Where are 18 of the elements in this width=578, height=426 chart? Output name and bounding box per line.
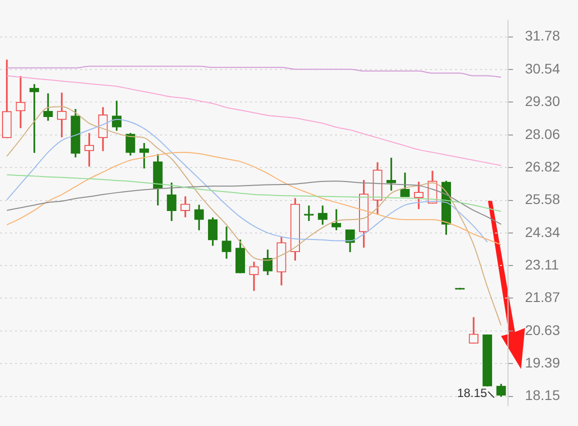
line-series bbox=[6, 66, 502, 78]
y-tick-label: 28.06 bbox=[524, 126, 560, 142]
y-tick-label: 29.30 bbox=[524, 93, 560, 110]
y-tick-label: 25.58 bbox=[524, 191, 560, 208]
y-tick-label: 31.78 bbox=[524, 28, 560, 44]
line-series bbox=[6, 152, 502, 246]
y-tick-label: 19.39 bbox=[524, 354, 560, 371]
y-tick-label: 30.54 bbox=[524, 60, 560, 76]
line-series bbox=[6, 75, 502, 166]
line-series bbox=[6, 106, 502, 326]
y-tick-label: 24.34 bbox=[524, 224, 560, 240]
line-series bbox=[6, 174, 502, 212]
annotation: 18.15 bbox=[457, 386, 488, 400]
y-tick-label: 18.15 bbox=[524, 387, 560, 404]
y-tick-label: 26.82 bbox=[524, 158, 560, 174]
y-tick-label: 21.87 bbox=[524, 289, 560, 306]
y-tick-label: 23.11 bbox=[524, 256, 560, 272]
y-tick-label: 20.63 bbox=[524, 322, 560, 338]
